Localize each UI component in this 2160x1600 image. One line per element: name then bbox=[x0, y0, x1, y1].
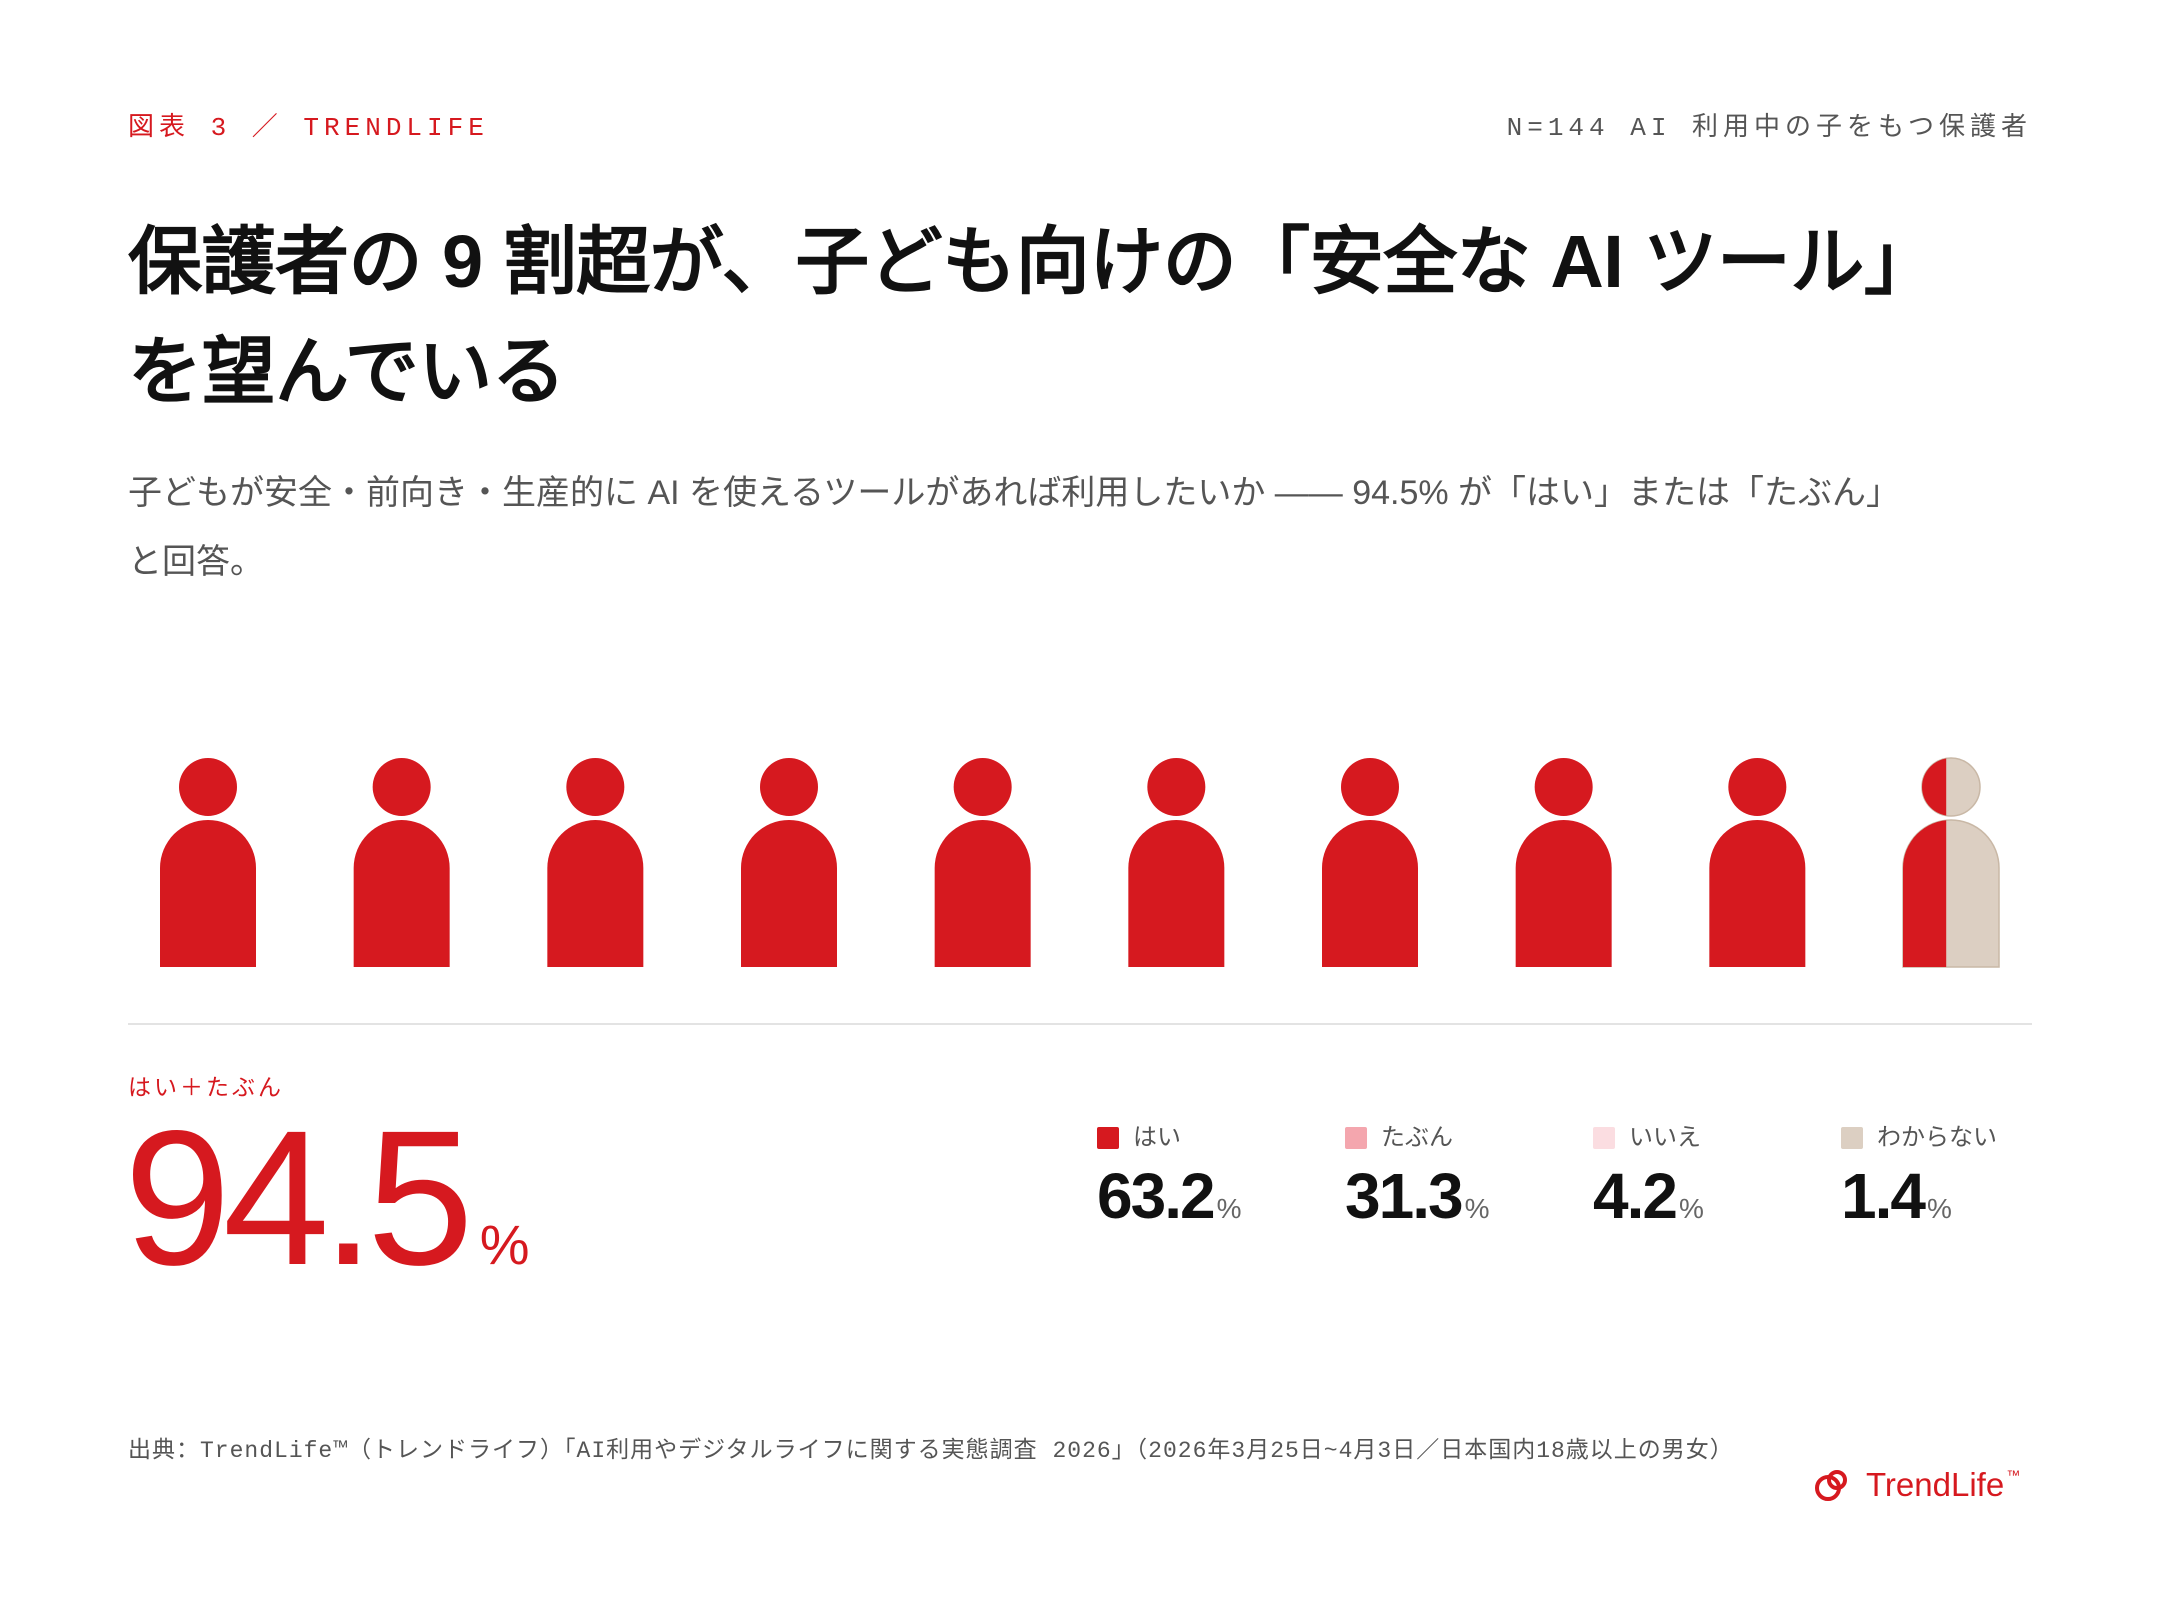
legend-label: はい bbox=[1133, 1124, 1181, 1151]
person-head bbox=[1147, 758, 1206, 816]
person-filled bbox=[934, 758, 1031, 967]
legend-swatch bbox=[1345, 1127, 1367, 1149]
person-body bbox=[547, 820, 644, 967]
person-icon bbox=[1902, 757, 2000, 968]
person-filled bbox=[160, 758, 256, 967]
person-body bbox=[1903, 820, 1947, 967]
person-icon bbox=[1515, 758, 1612, 967]
legend-number: 1.4 bbox=[1841, 1160, 1926, 1232]
legend-row: いいえ bbox=[1593, 1124, 1833, 1152]
total-number: 94.5 bbox=[124, 1090, 474, 1305]
person-filled bbox=[741, 758, 837, 967]
person-filled bbox=[1322, 758, 1418, 967]
title-line: 保護者の 9 割超が、子ども向けの「安全な AI ツール」 bbox=[128, 220, 1938, 303]
person-icon bbox=[160, 758, 256, 967]
legend-value: 1.4 % bbox=[1841, 1164, 2081, 1228]
person-filled bbox=[1709, 758, 1806, 967]
person-head bbox=[1728, 758, 1787, 816]
person-head bbox=[1922, 758, 1947, 816]
sample-description: N=144 AI 利用中の子をもつ保護者 bbox=[1506, 113, 2032, 143]
person-filled bbox=[547, 758, 644, 967]
person-icon bbox=[353, 758, 450, 967]
legend-value: 63.2 % bbox=[1097, 1164, 1337, 1228]
person-body bbox=[1515, 820, 1612, 967]
person-head bbox=[179, 758, 237, 816]
legend-item-maybe: たぶん 31.3 % bbox=[1345, 1124, 1585, 1228]
legend-number: 31.3 bbox=[1345, 1160, 1464, 1232]
total-value: 94.5 % bbox=[124, 1102, 529, 1294]
person-body bbox=[741, 820, 837, 967]
person-icon bbox=[741, 758, 837, 967]
legend-row: わからない bbox=[1841, 1124, 2081, 1152]
person-head bbox=[566, 758, 625, 816]
person-body bbox=[353, 820, 450, 967]
person-head bbox=[372, 758, 431, 816]
person-icon bbox=[934, 758, 1031, 967]
trendlife-logo-icon bbox=[1815, 1470, 1847, 1501]
pictogram-chart bbox=[160, 757, 2000, 968]
legend-swatch bbox=[1841, 1127, 1863, 1149]
divider bbox=[128, 1023, 2032, 1025]
subtitle-line: 子どもが安全・前向き・生産的に AI を使えるツールがあれば利用したいか —— … bbox=[128, 474, 1901, 512]
person-icon bbox=[1322, 758, 1418, 967]
logo-ring-small bbox=[1827, 1470, 1847, 1490]
person-head bbox=[760, 758, 818, 816]
subtitle: 子どもが安全・前向き・生産的に AI を使えるツールがあれば利用したいか —— … bbox=[128, 459, 1900, 597]
person-partial-fill bbox=[1903, 758, 1947, 967]
legend-label: たぶん bbox=[1381, 1124, 1453, 1151]
source-note: 出典：TrendLife™（トレンドライフ）「AI利用やデジタルライフに関する実… bbox=[128, 1438, 1734, 1464]
person-head bbox=[953, 758, 1012, 816]
person-filled bbox=[1515, 758, 1612, 967]
logo-text: TrendLife bbox=[1866, 1466, 2005, 1503]
page-title: 保護者の 9 割超が、子ども向けの「安全な AI ツール」 を望んでいる bbox=[128, 207, 1938, 427]
person-body bbox=[1128, 820, 1225, 967]
legend-row: たぶん bbox=[1345, 1124, 1585, 1152]
legend-number: 4.2 bbox=[1593, 1160, 1678, 1232]
legend-value: 4.2 % bbox=[1593, 1164, 1833, 1228]
legend-item-yes: はい 63.2 % bbox=[1097, 1124, 1337, 1228]
legend-item-unknown: わからない 1.4 % bbox=[1841, 1124, 2081, 1228]
person-icon bbox=[1128, 758, 1225, 967]
total-unit: % bbox=[479, 1213, 530, 1276]
legend-item-no: いいえ 4.2 % bbox=[1593, 1124, 1833, 1228]
legend-value: 31.3 % bbox=[1345, 1164, 1585, 1228]
person-head bbox=[1341, 758, 1399, 816]
person-filled bbox=[353, 758, 450, 967]
person-body bbox=[1322, 820, 1418, 967]
person-icon bbox=[547, 758, 644, 967]
legend-unit: % bbox=[1464, 1193, 1490, 1224]
legend-row: はい bbox=[1097, 1124, 1337, 1152]
legend-unit: % bbox=[1216, 1193, 1242, 1224]
subtitle-line: と回答。 bbox=[128, 543, 264, 581]
total-label: はい＋たぶん bbox=[128, 1074, 284, 1100]
legend-number: 63.2 bbox=[1097, 1160, 1216, 1232]
legend-swatch bbox=[1097, 1127, 1119, 1149]
person-body bbox=[160, 820, 256, 967]
legend-label: いいえ bbox=[1629, 1124, 1701, 1151]
person-body bbox=[934, 820, 1031, 967]
figure-label: 図表 3 ／ TRENDLIFE bbox=[128, 113, 489, 143]
legend-swatch bbox=[1593, 1127, 1615, 1149]
title-line: を望んでいる bbox=[128, 330, 566, 413]
legend-unit: % bbox=[1678, 1193, 1704, 1224]
brand-logo: TrendLife ™ bbox=[1812, 1466, 2020, 1504]
person-filled bbox=[1128, 758, 1225, 967]
legend-label: わからない bbox=[1877, 1124, 1997, 1151]
person-body bbox=[1709, 820, 1806, 967]
person-icon bbox=[1709, 758, 1806, 967]
legend-unit: % bbox=[1926, 1193, 1952, 1224]
person-head bbox=[1534, 758, 1593, 816]
logo-trademark: ™ bbox=[2006, 1467, 2021, 1483]
